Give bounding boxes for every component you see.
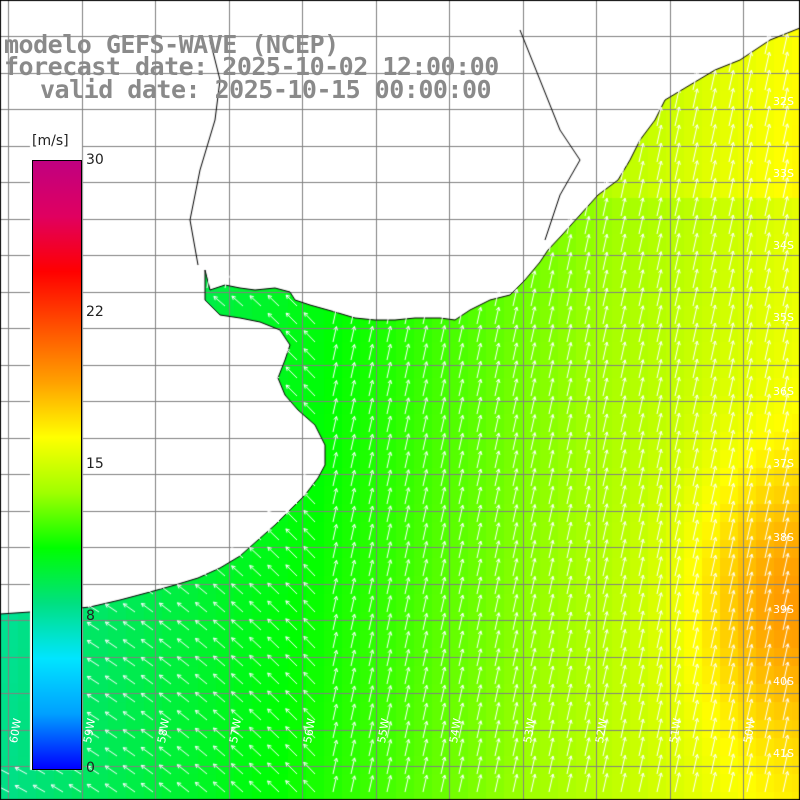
lat-label: 32S	[773, 95, 794, 108]
colorbar-tick-8: 8	[86, 608, 95, 624]
model-title: modelo GEFS-WAVE (NCEP)	[4, 30, 339, 59]
colorbar-unit: [m/s]	[32, 133, 69, 149]
lat-label: 34S	[773, 239, 794, 252]
lat-label: 38S	[773, 531, 794, 544]
colorbar-tick-15: 15	[86, 456, 104, 472]
lat-label: 41S	[773, 747, 794, 760]
colorbar	[32, 160, 82, 770]
colorbar-tick-0: 0	[86, 760, 95, 776]
lat-label: 35S	[773, 311, 794, 324]
lat-label: 33S	[773, 167, 794, 180]
lat-label: 37S	[773, 457, 794, 470]
lat-label: 39S	[773, 603, 794, 616]
lat-label: 40S	[773, 675, 794, 688]
lat-label: 36S	[773, 385, 794, 398]
colorbar-tick-22: 22	[86, 304, 104, 320]
forecast-date: forecast date: 2025-10-02 12:00:00	[4, 52, 499, 81]
valid-date: valid date: 2025-10-15 00:00:00	[40, 75, 492, 104]
colorbar-tick-30: 30	[86, 152, 104, 168]
